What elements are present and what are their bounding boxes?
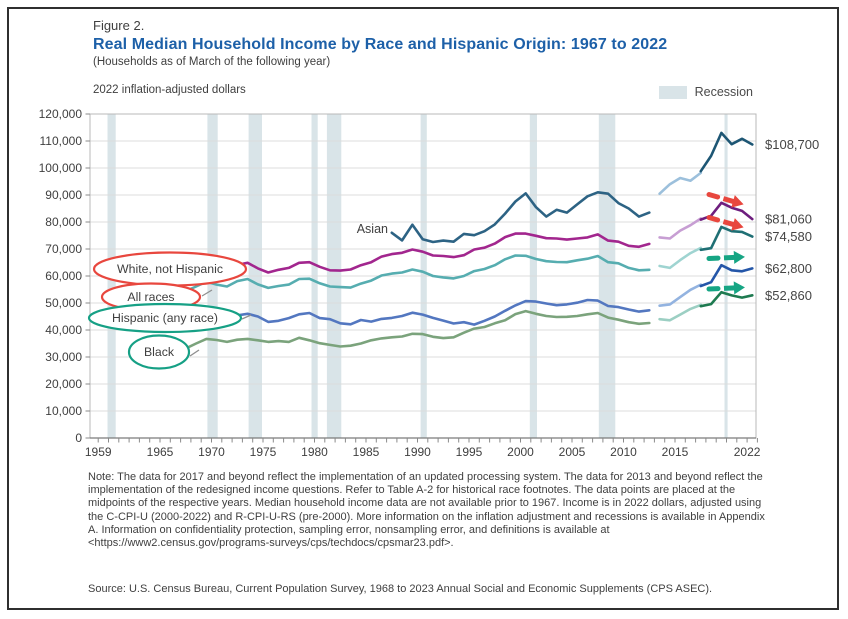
svg-text:1985: 1985 [353, 445, 380, 459]
series-line-black [184, 290, 754, 350]
series-label-oval-hispanic: Hispanic (any race) [87, 302, 243, 334]
figure-label: Figure 2. [93, 18, 145, 33]
series-line-asian [390, 131, 754, 244]
axis-labels: 0 10,000 20,000 30,000 40,000 50,000 60,000 70,… [39, 107, 761, 459]
recession-swatch [658, 85, 687, 99]
svg-text:0: 0 [75, 431, 82, 445]
svg-text:1995: 1995 [456, 445, 483, 459]
svg-text:Hispanic (any race): Hispanic (any race) [112, 311, 218, 325]
source-text: Source: U.S. Census Bureau, Current Popu… [88, 583, 713, 595]
trend-arrow-white_not_hispanic [706, 192, 744, 208]
figure-title: Real Median Household Income by Race and… [93, 36, 668, 53]
svg-text:1965: 1965 [147, 445, 174, 459]
svg-text:1959: 1959 [85, 445, 112, 459]
svg-text:20,000: 20,000 [45, 377, 82, 391]
svg-text:100,000: 100,000 [39, 161, 83, 175]
series-label-annotations: White, not Hispanic All races Hispanic (an… [87, 222, 388, 370]
series-label-oval-white_not_hispanic: White, not Hispanic [92, 251, 248, 287]
note-text: Note: The data for 2017 and beyond refle… [88, 471, 765, 550]
svg-text:Black: Black [144, 345, 175, 359]
series-label-oval-black: Black [127, 334, 191, 370]
svg-text:1980: 1980 [301, 445, 328, 459]
svg-text:90,000: 90,000 [45, 188, 82, 202]
end-value-labels: $52,860 $62,800 $74,580 $81,060 $108,700 [765, 137, 819, 303]
svg-text:10,000: 10,000 [45, 404, 82, 418]
svg-text:White, not Hispanic: White, not Hispanic [117, 262, 223, 276]
series-line-all_races [184, 225, 754, 293]
svg-text:2022: 2022 [734, 445, 761, 459]
svg-text:All races: All races [127, 290, 174, 304]
end-label-asian: $108,700 [765, 137, 819, 152]
svg-text:2015: 2015 [662, 445, 689, 459]
y-axis-unit-label: 2022 inflation-adjusted dollars [93, 84, 246, 96]
svg-text:40,000: 40,000 [45, 323, 82, 337]
end-label-black: $52,860 [765, 288, 812, 303]
figure-subtitle: (Households as of March of the following… [93, 56, 331, 68]
series-line-white_not_hispanic [184, 201, 754, 276]
recession-legend: Recession [658, 85, 753, 99]
title-block: Figure 2. Real Median Household Income b… [93, 18, 833, 68]
svg-text:120,000: 120,000 [39, 107, 83, 121]
svg-text:80,000: 80,000 [45, 215, 82, 229]
series-line-hispanic [236, 263, 754, 326]
svg-text:50,000: 50,000 [45, 296, 82, 310]
end-label-hispanic: $62,800 [765, 261, 812, 276]
end-label-all_races: $74,580 [765, 229, 812, 244]
series-label-asian: Asian [357, 222, 388, 236]
svg-text:110,000: 110,000 [40, 134, 83, 148]
trend-arrow-black [706, 281, 745, 295]
svg-text:2010: 2010 [610, 445, 637, 459]
svg-text:70,000: 70,000 [45, 242, 82, 256]
svg-text:1975: 1975 [250, 445, 277, 459]
svg-text:30,000: 30,000 [45, 350, 82, 364]
recession-legend-label: Recession [694, 85, 753, 99]
income-line-chart: 0 10,000 20,000 30,000 40,000 50,000 60,000 70,… [39, 107, 820, 459]
svg-text:2000: 2000 [507, 445, 534, 459]
svg-text:1990: 1990 [404, 445, 431, 459]
trend-arrow-hispanic [706, 250, 745, 264]
end-label-white_not_hispanic: $81,060 [765, 212, 812, 227]
trend-arrow-all_races [706, 215, 744, 231]
figure-page: Figure 2. Real Median Household Income b… [7, 7, 839, 610]
svg-text:2005: 2005 [559, 445, 586, 459]
svg-text:1970: 1970 [198, 445, 225, 459]
svg-text:60,000: 60,000 [45, 269, 82, 283]
